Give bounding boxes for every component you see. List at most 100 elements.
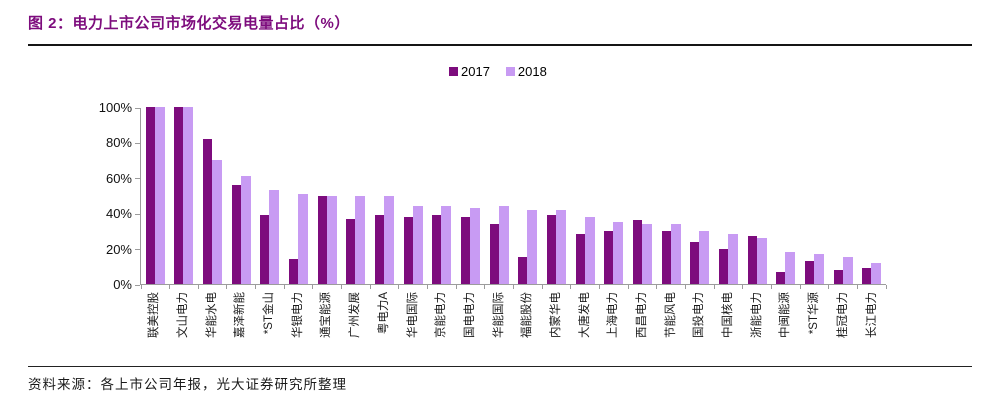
x-axis-label-cell: 大唐发电	[570, 290, 599, 362]
bar-group	[140, 107, 170, 289]
x-axis-label: 华银电力	[291, 292, 304, 338]
x-axis-label-cell: 福能股份	[513, 290, 542, 362]
bar-2017-上海电力	[604, 230, 614, 284]
bar-2017-华能国际	[489, 223, 499, 284]
bar-group	[283, 108, 313, 289]
legend-swatch-2018	[505, 67, 515, 76]
bar-2018-联美控股	[154, 107, 165, 284]
x-axis-label: 国电电力	[463, 292, 476, 338]
bar-2018-广州发展	[355, 195, 366, 284]
bar-2018-*ST华源	[813, 253, 824, 284]
x-axis-label: 中闽能源	[779, 292, 792, 338]
x-axis-label-cell: 文山电力	[169, 290, 198, 362]
x-axis-label: 粤电力A	[377, 292, 390, 335]
bar-2018-*ST金山	[269, 190, 280, 284]
bar-2017-联美控股	[145, 107, 155, 284]
bar-2018-福能股份	[527, 209, 538, 284]
y-axis-tick	[135, 249, 140, 251]
bar-group	[484, 108, 514, 289]
y-axis-tick	[135, 142, 140, 144]
bar-group	[627, 108, 657, 289]
bar-2017-嘉泽新能	[231, 184, 241, 284]
y-axis-label: 80%	[105, 135, 132, 151]
bar-2017-华电国际	[403, 216, 413, 284]
bar-2017-广州发展	[346, 218, 356, 284]
bar-2017-国电电力	[461, 216, 471, 284]
bar-group	[656, 108, 686, 289]
y-axis-label: 20%	[105, 241, 132, 257]
bar-group	[398, 108, 428, 289]
x-axis-label-cell: 嘉泽新能	[226, 290, 255, 362]
x-axis-label-cell: 西昌电力	[628, 290, 657, 362]
bar-2018-华电国际	[412, 206, 423, 284]
bar-2017-华能水电	[203, 138, 213, 284]
source-divider	[28, 366, 972, 367]
bar-2018-长江电力	[871, 262, 882, 284]
legend-swatch-2017	[449, 67, 458, 76]
bar-group	[255, 108, 285, 289]
legend-item-2018: 2018	[505, 64, 547, 79]
bar-2017-国投电力	[690, 241, 700, 284]
bar-group	[427, 108, 457, 289]
bar-2017-大唐发电	[575, 234, 585, 284]
x-axis-label: 广州发展	[349, 292, 362, 338]
plot-area	[135, 107, 887, 289]
bar-group	[856, 108, 886, 289]
x-axis-label-cell: 华银电力	[283, 290, 312, 362]
x-axis-label: 国投电力	[693, 292, 706, 338]
x-axis-label: 福能股份	[521, 292, 534, 338]
bar-2017-文山电力	[174, 107, 184, 284]
x-axis-label-cell: *ST金山	[255, 290, 284, 362]
x-axis-label: 通宝能源	[320, 292, 333, 338]
y-axis-tick	[135, 284, 140, 286]
bar-group	[799, 108, 829, 289]
x-axis-label-cell: 通宝能源	[312, 290, 341, 362]
bar-2017-中国核电	[718, 248, 728, 284]
bar-2018-华能水电	[212, 160, 223, 284]
legend-label-2017: 2017	[461, 64, 490, 79]
bar-group	[341, 108, 371, 289]
bar-group	[828, 108, 858, 289]
y-axis-label: 60%	[105, 170, 132, 186]
y-axis-tick	[135, 107, 140, 109]
x-axis-label: 长江电力	[865, 292, 878, 338]
figure-title: 图 2：电力上市公司市场化交易电量占比（%）	[28, 15, 350, 32]
bar-2017-京能电力	[432, 214, 442, 284]
y-axis-tick	[135, 213, 140, 215]
bar-2018-浙能电力	[756, 237, 767, 284]
bar-group	[570, 108, 600, 289]
x-axis-label-cell: 长江电力	[857, 290, 886, 362]
bar-2018-国电电力	[470, 207, 481, 284]
bar-2018-西昌电力	[641, 223, 652, 284]
x-axis-label-cell: 京能电力	[427, 290, 456, 362]
bar-2018-京能电力	[441, 206, 452, 284]
x-axis-label-cell: 华能国际	[484, 290, 513, 362]
bar-group	[513, 108, 543, 289]
bar-2017-粤电力A	[375, 214, 385, 284]
x-axis-labels: 联美控股 文山电力 华能水电 嘉泽新能 *ST金山 华银电力 通宝能源 广州发展 粤电力A 华电国…	[140, 290, 886, 362]
bar-2018-粤电力A	[384, 195, 395, 284]
x-axis-label-cell: 华电国际	[398, 290, 427, 362]
bar-group	[770, 108, 800, 289]
legend-label-2018: 2018	[517, 64, 547, 79]
bar-2018-中国核电	[727, 234, 738, 284]
bar-2017-西昌电力	[632, 220, 642, 284]
bar-2017-中闽能源	[776, 271, 786, 284]
bar-2017-桂冠电力	[833, 269, 843, 284]
bar-2017-内蒙华电	[547, 214, 557, 284]
bar-2018-大唐发电	[584, 216, 595, 284]
bar-2018-华能国际	[498, 206, 509, 284]
bar-group	[197, 108, 227, 289]
x-axis-label-cell: 内蒙华电	[542, 290, 571, 362]
bar-2018-嘉泽新能	[240, 176, 251, 284]
bar-2017-通宝能源	[317, 195, 327, 284]
x-axis-label-cell: 国投电力	[685, 290, 714, 362]
bar-2018-通宝能源	[326, 195, 337, 284]
x-axis-label-cell: 上海电力	[599, 290, 628, 362]
x-axis-label: *ST华源	[808, 292, 821, 335]
x-axis-label-cell: 华能水电	[197, 290, 226, 362]
bar-group	[742, 108, 772, 289]
bar-group	[599, 108, 629, 289]
bar-group	[312, 108, 342, 289]
